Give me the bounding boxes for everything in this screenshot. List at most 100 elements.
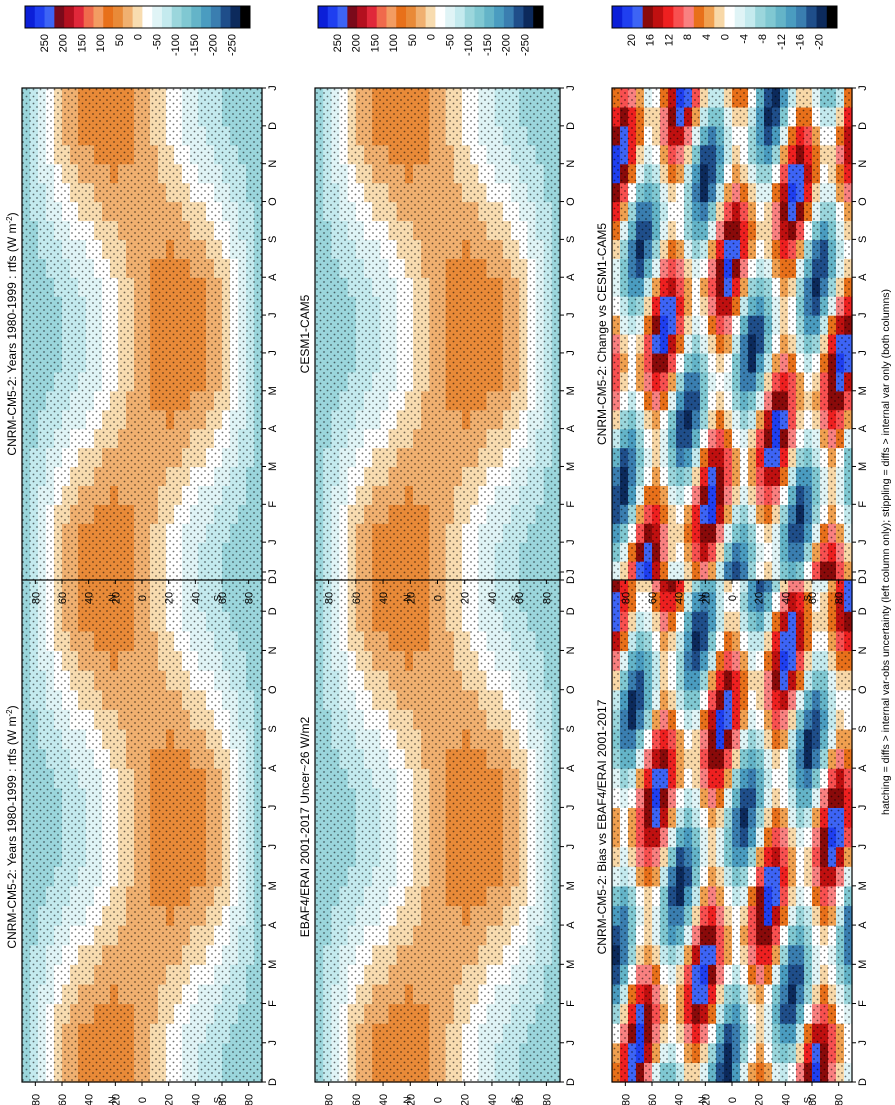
- colorbar-swatch: [337, 6, 348, 28]
- month-label: N: [267, 646, 279, 654]
- colorbar-label: 250: [39, 34, 51, 52]
- colorbar-swatch: [171, 6, 182, 28]
- month-label: J: [857, 1040, 869, 1046]
- lat-label: 40: [780, 1094, 792, 1105]
- month-label: D: [565, 576, 577, 584]
- colorbar-label: -250: [226, 34, 238, 56]
- month-label: J: [267, 805, 279, 811]
- colorbar-swatch: [220, 6, 231, 28]
- colorbar-swatch: [44, 6, 55, 28]
- lat-label: 0: [137, 1097, 149, 1103]
- month-label: F: [267, 501, 279, 508]
- colorbar-swatch: [191, 6, 202, 28]
- lat-label: 40: [190, 592, 202, 604]
- colorbar-label: 0: [426, 34, 438, 40]
- lat-label: 80: [541, 592, 553, 604]
- lat-label: 20: [110, 1094, 122, 1105]
- colorbar-swatch: [523, 6, 534, 28]
- colorbar-frame: [24, 5, 251, 29]
- stippling: [612, 572, 852, 1082]
- colorbar-swatch: [386, 6, 397, 28]
- title-end: ): [5, 212, 19, 216]
- colorbar-swatch: [83, 6, 94, 28]
- month-label: J: [857, 805, 869, 811]
- lat-label: 20: [164, 1094, 176, 1105]
- month-label: S: [565, 725, 577, 732]
- month-label: J: [267, 85, 279, 91]
- month-label: A: [857, 764, 869, 772]
- month-label: A: [267, 273, 279, 281]
- lat-label: 20: [110, 592, 122, 604]
- lat-label: 20: [405, 592, 417, 604]
- month-label: D: [857, 607, 869, 615]
- colorbar-label: -200: [501, 34, 513, 56]
- title-superscript: -2: [5, 709, 14, 717]
- month-label: A: [267, 424, 279, 432]
- month-label: J: [267, 350, 279, 356]
- lat-label: 40: [487, 1094, 499, 1105]
- colorbar-swatch: [445, 6, 456, 28]
- colorbar-swatch: [152, 6, 163, 28]
- month-label: J: [857, 844, 869, 850]
- month-label: M: [857, 881, 869, 890]
- month-label: D: [565, 122, 577, 130]
- month-label: A: [565, 273, 577, 281]
- colorbar-swatch: [347, 6, 358, 28]
- colorbar-label: -250: [519, 34, 531, 56]
- panel-title: CNRM-CM5-2: Years 1980-1999 : rtfs (W m-…: [5, 705, 20, 948]
- lat-label: 80: [834, 1094, 846, 1105]
- panel-title: EBAF4/ERAI 2001-2017 Uncer~26 W/m2: [298, 716, 312, 937]
- stippling: [315, 572, 560, 1082]
- colorbar-swatch: [454, 6, 466, 28]
- month-label: J: [565, 312, 577, 318]
- colorbar-label: -100: [170, 34, 182, 56]
- month-label: J: [565, 1040, 577, 1046]
- colorbar-swatch: [357, 6, 368, 28]
- lat-label: 60: [514, 1094, 526, 1105]
- month-label: M: [565, 462, 577, 471]
- lat-label: 40: [674, 1094, 686, 1105]
- lat-label: 0: [137, 595, 149, 601]
- month-label: D: [267, 576, 279, 584]
- month-label: J: [267, 312, 279, 318]
- stippling: [22, 88, 262, 580]
- lat-label: 40: [84, 1094, 96, 1105]
- month-label: M: [565, 960, 577, 969]
- month-label: A: [267, 921, 279, 929]
- lat-label: 60: [57, 592, 69, 604]
- month-label: S: [267, 236, 279, 243]
- lat-label: 60: [217, 592, 229, 604]
- colorbar-swatch: [503, 6, 515, 28]
- lat-label: 20: [460, 592, 472, 604]
- month-label: M: [267, 960, 279, 969]
- colorbar-swatch: [396, 6, 407, 28]
- month-label: M: [857, 960, 869, 969]
- lat-label: 40: [84, 592, 96, 604]
- colorbar-swatch: [34, 6, 45, 28]
- month-label: J: [267, 844, 279, 850]
- lat-label: 80: [30, 1094, 42, 1105]
- lat-label: 20: [405, 1094, 417, 1105]
- lat-label: 80: [244, 1094, 256, 1105]
- lat-suffix-n: N: [403, 1096, 414, 1103]
- colorbar-swatch: [366, 6, 378, 28]
- lat-label: 60: [57, 1094, 69, 1105]
- month-label: A: [565, 424, 577, 432]
- colorbar-swatch: [376, 6, 387, 28]
- colorbar-swatch: [73, 6, 85, 28]
- lat-suffix-s: S: [510, 594, 521, 601]
- title-superscript: -2: [5, 216, 14, 224]
- month-label: N: [565, 160, 577, 168]
- colorbar-swatch: [132, 6, 143, 28]
- lat-label: 40: [487, 592, 499, 604]
- panel-title: CNRM-CM5-2: Bias vs EBAF4/ERAI 2001-2017: [595, 699, 609, 954]
- month-label: N: [267, 160, 279, 168]
- colorbar-swatch: [201, 6, 212, 28]
- colorbar-label: 150: [76, 34, 88, 52]
- month-label: J: [267, 1040, 279, 1046]
